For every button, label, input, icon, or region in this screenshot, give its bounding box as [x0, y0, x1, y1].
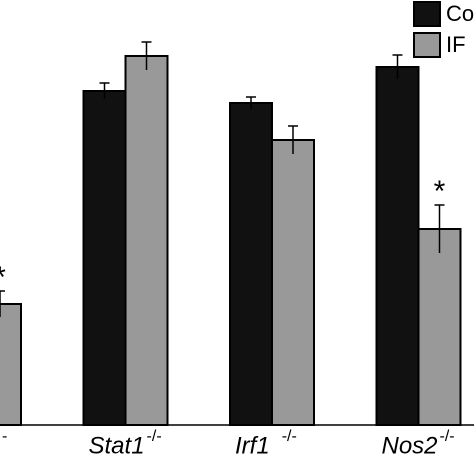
annotation: * [434, 175, 446, 208]
bar [229, 102, 273, 426]
x-tick-superscript: -/- [147, 428, 162, 445]
legend-label: Co [446, 1, 474, 26]
x-tick-label: Irf1 [235, 432, 270, 459]
bar [82, 90, 127, 426]
annotation: * [0, 261, 6, 294]
x-tick-label: Stat1 [89, 432, 145, 459]
legend-label: IF [446, 32, 466, 57]
legend-swatch [413, 1, 441, 27]
bar [375, 66, 420, 426]
bar [0, 303, 22, 426]
x-tick-superscript: -/- [440, 428, 455, 445]
x-tick-label: Nos2 [382, 432, 438, 459]
legend-swatch [413, 32, 441, 58]
bar [124, 55, 169, 426]
bar [417, 228, 462, 426]
x-tick-superscript: - [2, 428, 7, 445]
x-tick-superscript: -/- [282, 428, 297, 445]
bar [271, 139, 315, 426]
